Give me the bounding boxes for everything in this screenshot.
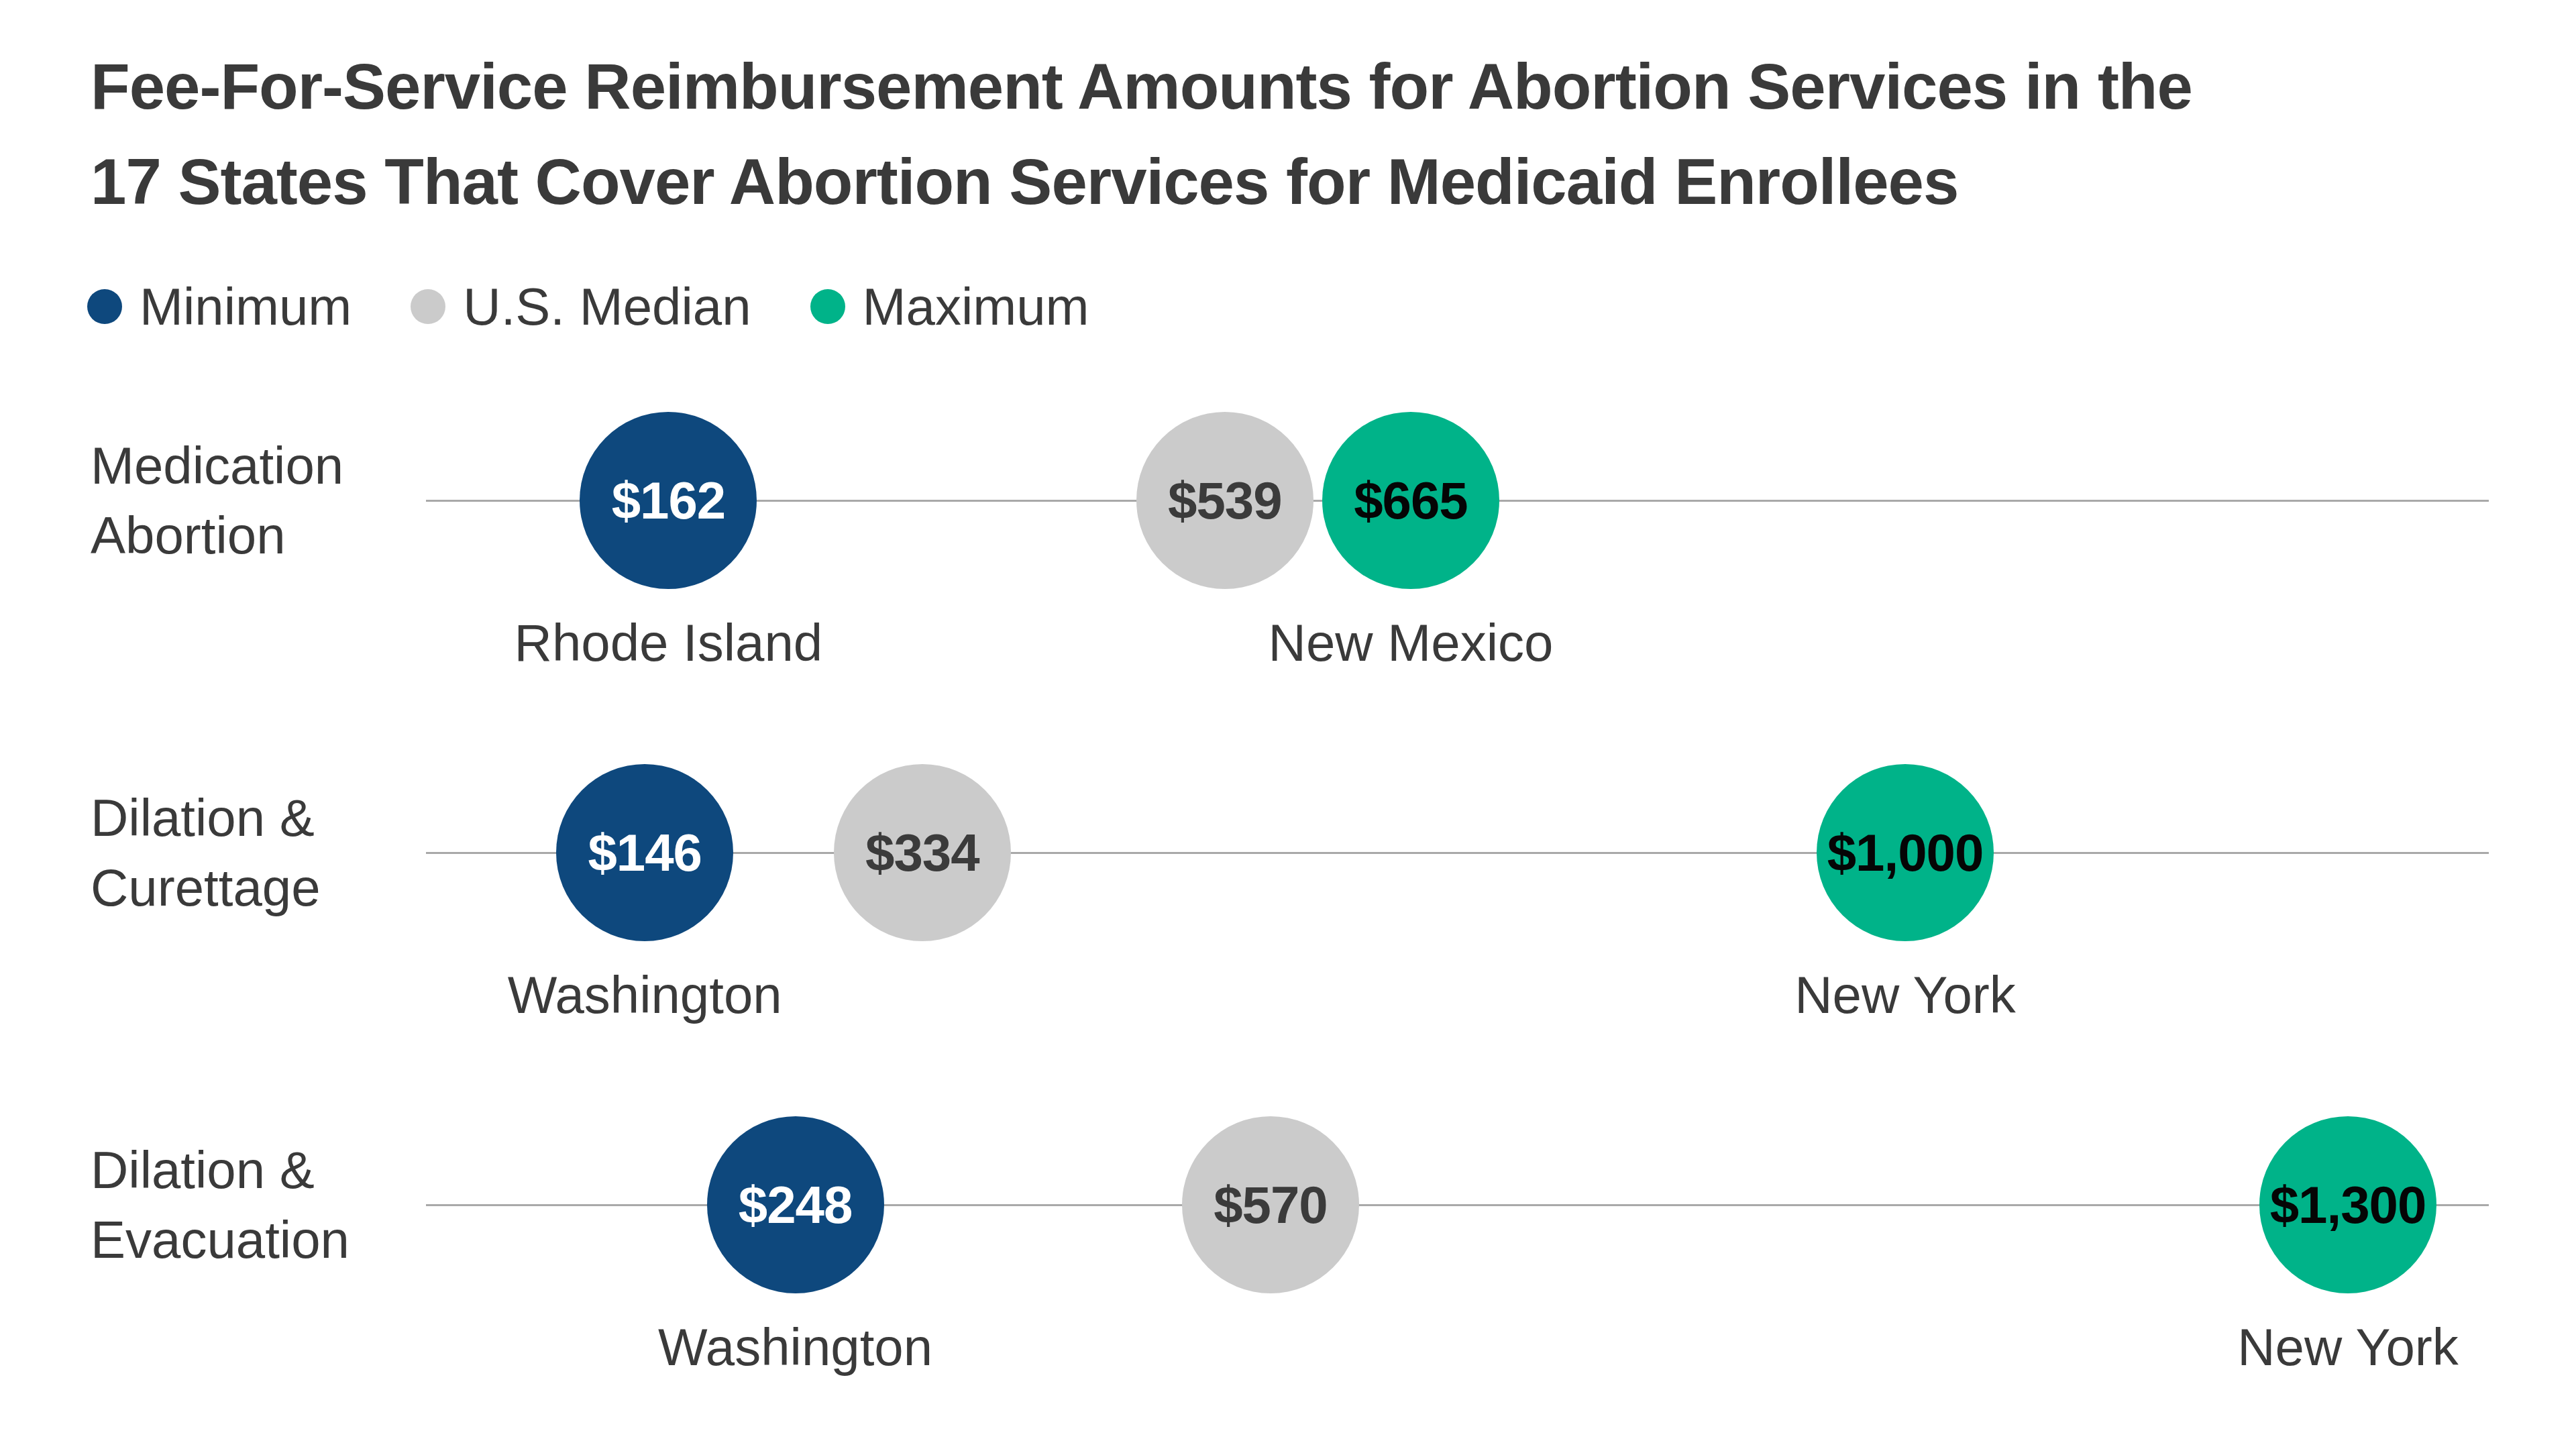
value-label: $162 — [612, 470, 726, 531]
state-label: New Mexico — [1109, 614, 1713, 671]
category-label-line: Medication — [91, 431, 343, 500]
dot-maximum: $1,000 — [1817, 764, 1994, 941]
category-label: MedicationAbortion — [91, 431, 343, 570]
value-label: $1,300 — [2270, 1175, 2426, 1236]
value-label: $1,000 — [1827, 822, 1984, 883]
state-label: New York — [2046, 1319, 2576, 1375]
dot-median: $334 — [834, 764, 1011, 941]
dot-maximum: $665 — [1322, 412, 1499, 589]
value-label: $570 — [1214, 1175, 1328, 1236]
dot-median: $570 — [1182, 1116, 1359, 1293]
state-label: New York — [1603, 967, 2207, 1023]
category-label-line: Dilation & — [91, 783, 321, 853]
dot-minimum: $162 — [580, 412, 757, 589]
chart-canvas: Fee-For-Service Reimbursement Amounts fo… — [0, 0, 2576, 1449]
category-label-line: Curettage — [91, 853, 321, 922]
category-label-line: Abortion — [91, 500, 343, 570]
dot-median: $539 — [1136, 412, 1313, 589]
category-label-line: Evacuation — [91, 1205, 350, 1275]
state-label: Rhode Island — [366, 614, 970, 671]
value-label: $539 — [1168, 470, 1282, 531]
value-label: $665 — [1354, 470, 1468, 531]
dot-maximum: $1,300 — [2259, 1116, 2436, 1293]
plot-area: MedicationAbortion $162 Rhode Island $539 $6… — [0, 0, 2576, 1449]
row-gridline — [426, 852, 2489, 854]
value-label: $334 — [865, 822, 979, 883]
state-label: Washington — [343, 967, 947, 1023]
value-label: $248 — [739, 1175, 853, 1236]
category-label: Dilation &Curettage — [91, 783, 321, 922]
category-label-line: Dilation & — [91, 1135, 350, 1205]
state-label: Washington — [494, 1319, 1097, 1375]
value-label: $146 — [588, 822, 702, 883]
dot-minimum: $146 — [556, 764, 733, 941]
dot-minimum: $248 — [707, 1116, 884, 1293]
category-label: Dilation &Evacuation — [91, 1135, 350, 1275]
